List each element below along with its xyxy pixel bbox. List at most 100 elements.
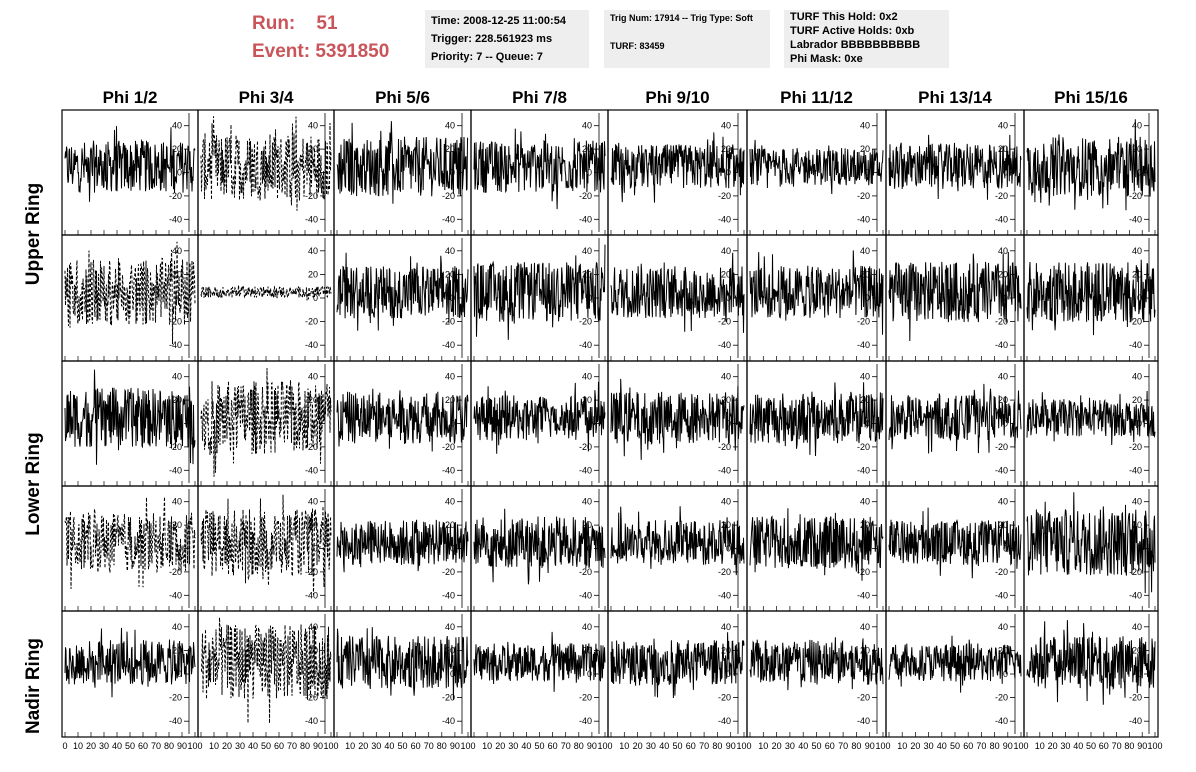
- y-tick-label: 40: [998, 121, 1008, 131]
- x-tick-label: 40: [521, 741, 531, 751]
- time-label: Time: 2008-12-25 11:00:54: [431, 15, 566, 27]
- y-tick-label: 20: [445, 645, 455, 655]
- waveform-trace: [64, 126, 196, 202]
- y-tick-label: 40: [998, 497, 1008, 507]
- y-tick-label: -20: [857, 191, 870, 201]
- y-tick-label: -40: [169, 214, 182, 224]
- y-tick-label: 20: [172, 144, 182, 154]
- y-tick-label: -40: [857, 340, 870, 350]
- y-tick-label: -20: [1129, 693, 1142, 703]
- phi-column-label: Phi 11/12: [780, 88, 853, 107]
- y-tick-label: 20: [172, 520, 182, 530]
- waveform-trace: [64, 369, 196, 465]
- waveform-trace: [200, 494, 332, 595]
- waveform-trace: [749, 508, 884, 581]
- run-number-label: Run: 51: [252, 13, 338, 34]
- y-tick-label: 40: [721, 372, 731, 382]
- x-tick-label: 60: [138, 741, 148, 751]
- x-tick-label: 100: [1013, 741, 1028, 751]
- turf-this-hold-label: TURF This Hold: 0x2: [790, 11, 898, 23]
- y-tick-label: -40: [995, 214, 1008, 224]
- x-tick-label: 60: [411, 741, 421, 751]
- waveform-trace: [336, 252, 469, 331]
- y-tick-label: 40: [172, 622, 182, 632]
- y-tick-label: 20: [1132, 269, 1142, 279]
- y-tick-label: -20: [579, 317, 592, 327]
- y-tick-label: -20: [995, 317, 1008, 327]
- event-number-label: Event: 5391850: [252, 41, 390, 62]
- y-tick-label: -20: [1129, 317, 1142, 327]
- x-tick-label: 60: [825, 741, 835, 751]
- y-tick-label: 40: [172, 121, 182, 131]
- y-tick-label: -20: [442, 693, 455, 703]
- y-tick-label: -40: [579, 590, 592, 600]
- x-tick-label: 10: [73, 741, 83, 751]
- y-tick-label: 0: [726, 669, 731, 679]
- y-tick-label: 20: [860, 520, 870, 530]
- y-tick-label: 20: [721, 645, 731, 655]
- x-tick-label: 50: [534, 741, 544, 751]
- x-tick-label: 20: [358, 741, 368, 751]
- waveform-trace: [200, 116, 332, 211]
- x-tick-label: 20: [86, 741, 96, 751]
- y-tick-label: 0: [587, 168, 592, 178]
- trigger-info-box: Trig Num: 17914 -- Trig Type: Soft TURF:…: [604, 10, 770, 68]
- x-tick-label: 40: [1073, 741, 1083, 751]
- phi-column-label: Phi 7/8: [512, 88, 567, 107]
- x-tick-label: 10: [619, 741, 629, 751]
- x-tick-label: 40: [798, 741, 808, 751]
- waveform-trace: [473, 508, 606, 585]
- x-tick-label: 40: [659, 741, 669, 751]
- y-tick-label: 20: [582, 395, 592, 405]
- y-tick-label: -20: [169, 567, 182, 577]
- y-tick-label: -20: [718, 693, 731, 703]
- x-tick-label: 40: [384, 741, 394, 751]
- x-tick-label: 90: [587, 741, 597, 751]
- phi-column-label: Phi 3/4: [238, 88, 294, 107]
- y-tick-label: 20: [172, 269, 182, 279]
- waveform-trace: [1026, 620, 1156, 705]
- x-tick-label: 70: [424, 741, 434, 751]
- x-tick-label: 30: [785, 741, 795, 751]
- y-tick-label: 20: [721, 269, 731, 279]
- y-tick-label: -40: [857, 465, 870, 475]
- x-tick-label: 0: [62, 741, 67, 751]
- y-tick-label: -40: [1129, 590, 1142, 600]
- y-tick-label: -40: [995, 590, 1008, 600]
- x-tick-label: 80: [164, 741, 174, 751]
- y-tick-label: 40: [308, 246, 318, 256]
- y-tick-label: -20: [442, 191, 455, 201]
- waveform-trace: [336, 627, 469, 700]
- waveform-trace: [888, 251, 1022, 342]
- x-tick-label: 30: [371, 741, 381, 751]
- y-tick-label: 40: [582, 246, 592, 256]
- y-tick-label: -40: [718, 716, 731, 726]
- y-tick-label: -20: [857, 693, 870, 703]
- y-tick-label: 40: [860, 622, 870, 632]
- y-tick-label: -20: [1129, 442, 1142, 452]
- y-tick-label: -40: [579, 716, 592, 726]
- y-tick-label: 40: [1132, 246, 1142, 256]
- x-tick-label: 70: [699, 741, 709, 751]
- y-tick-label: 20: [582, 520, 592, 530]
- y-tick-label: 0: [177, 293, 182, 303]
- y-tick-label: 20: [582, 144, 592, 154]
- y-tick-label: -40: [442, 214, 455, 224]
- phi-column-label: Phi 13/14: [918, 88, 992, 107]
- x-tick-label: 20: [495, 741, 505, 751]
- x-tick-label: 100: [187, 741, 202, 751]
- y-tick-label: -40: [1129, 716, 1142, 726]
- x-tick-label: 50: [1086, 741, 1096, 751]
- x-tick-label: 40: [248, 741, 258, 751]
- x-tick-label: 40: [112, 741, 122, 751]
- y-tick-label: 0: [313, 544, 318, 554]
- waveform-trace: [749, 139, 884, 195]
- y-tick-label: -20: [718, 317, 731, 327]
- priority-queue-label: Priority: 7 -- Queue: 7: [431, 51, 543, 63]
- y-tick-label: -40: [857, 214, 870, 224]
- x-tick-label: 40: [937, 741, 947, 751]
- y-tick-label: 40: [1132, 497, 1142, 507]
- y-tick-label: 40: [445, 622, 455, 632]
- waveform-trace: [1026, 390, 1156, 446]
